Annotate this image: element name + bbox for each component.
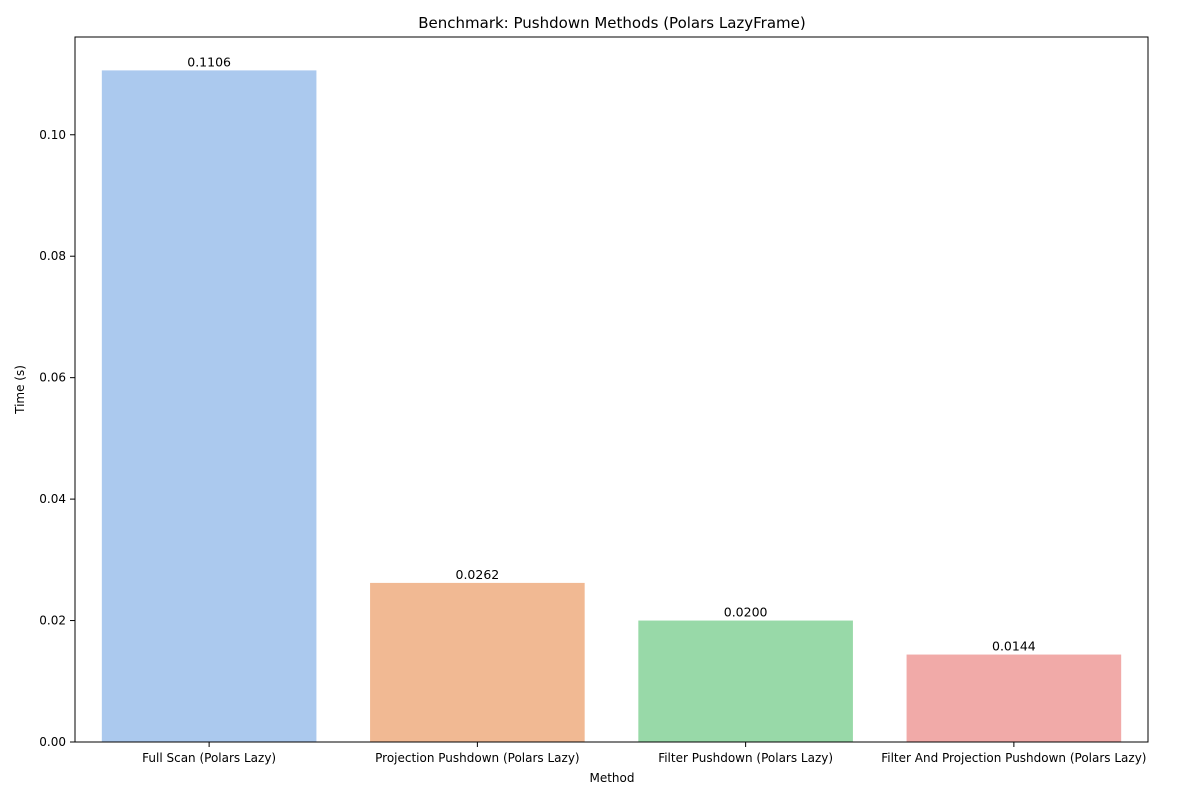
bar-1 [101,70,317,742]
y-tick-label-3: 0.04 [39,492,66,506]
bars-layer [101,70,1122,742]
x-tick-label-4: Filter And Projection Pushdown (Polars L… [881,751,1146,765]
ticks-layer: Full Scan (Polars Lazy) Projection Pushdo… [39,128,1146,765]
bar-2 [370,582,585,742]
y-axis-label: Time (s) [13,365,27,415]
data-label-4: 0.0144 [992,639,1036,654]
data-label-1: 0.1106 [187,54,231,69]
x-tick-label-3: Filter Pushdown (Polars Lazy) [658,751,833,765]
bar-4 [906,654,1122,742]
bar-3 [638,620,853,742]
chart-title: Benchmark: Pushdown Methods (Polars Lazy… [418,14,806,32]
data-label-3: 0.0200 [724,605,768,620]
x-axis-label: Method [589,771,634,785]
data-label-2: 0.0262 [456,567,500,582]
plot-frame [74,36,1149,743]
y-tick-label-2: 0.02 [39,614,66,628]
y-tick-label-5: 0.08 [39,249,66,263]
x-tick-label-1: Full Scan (Polars Lazy) [142,751,276,765]
y-tick-label-1: 0.00 [39,735,66,749]
x-tick-label-2: Projection Pushdown (Polars Lazy) [375,751,579,765]
y-tick-label-4: 0.06 [39,371,66,385]
y-tick-label-6: 0.10 [39,128,66,142]
labels-layer: 0.1106 0.0262 0.0200 0.0144 [187,54,1036,653]
